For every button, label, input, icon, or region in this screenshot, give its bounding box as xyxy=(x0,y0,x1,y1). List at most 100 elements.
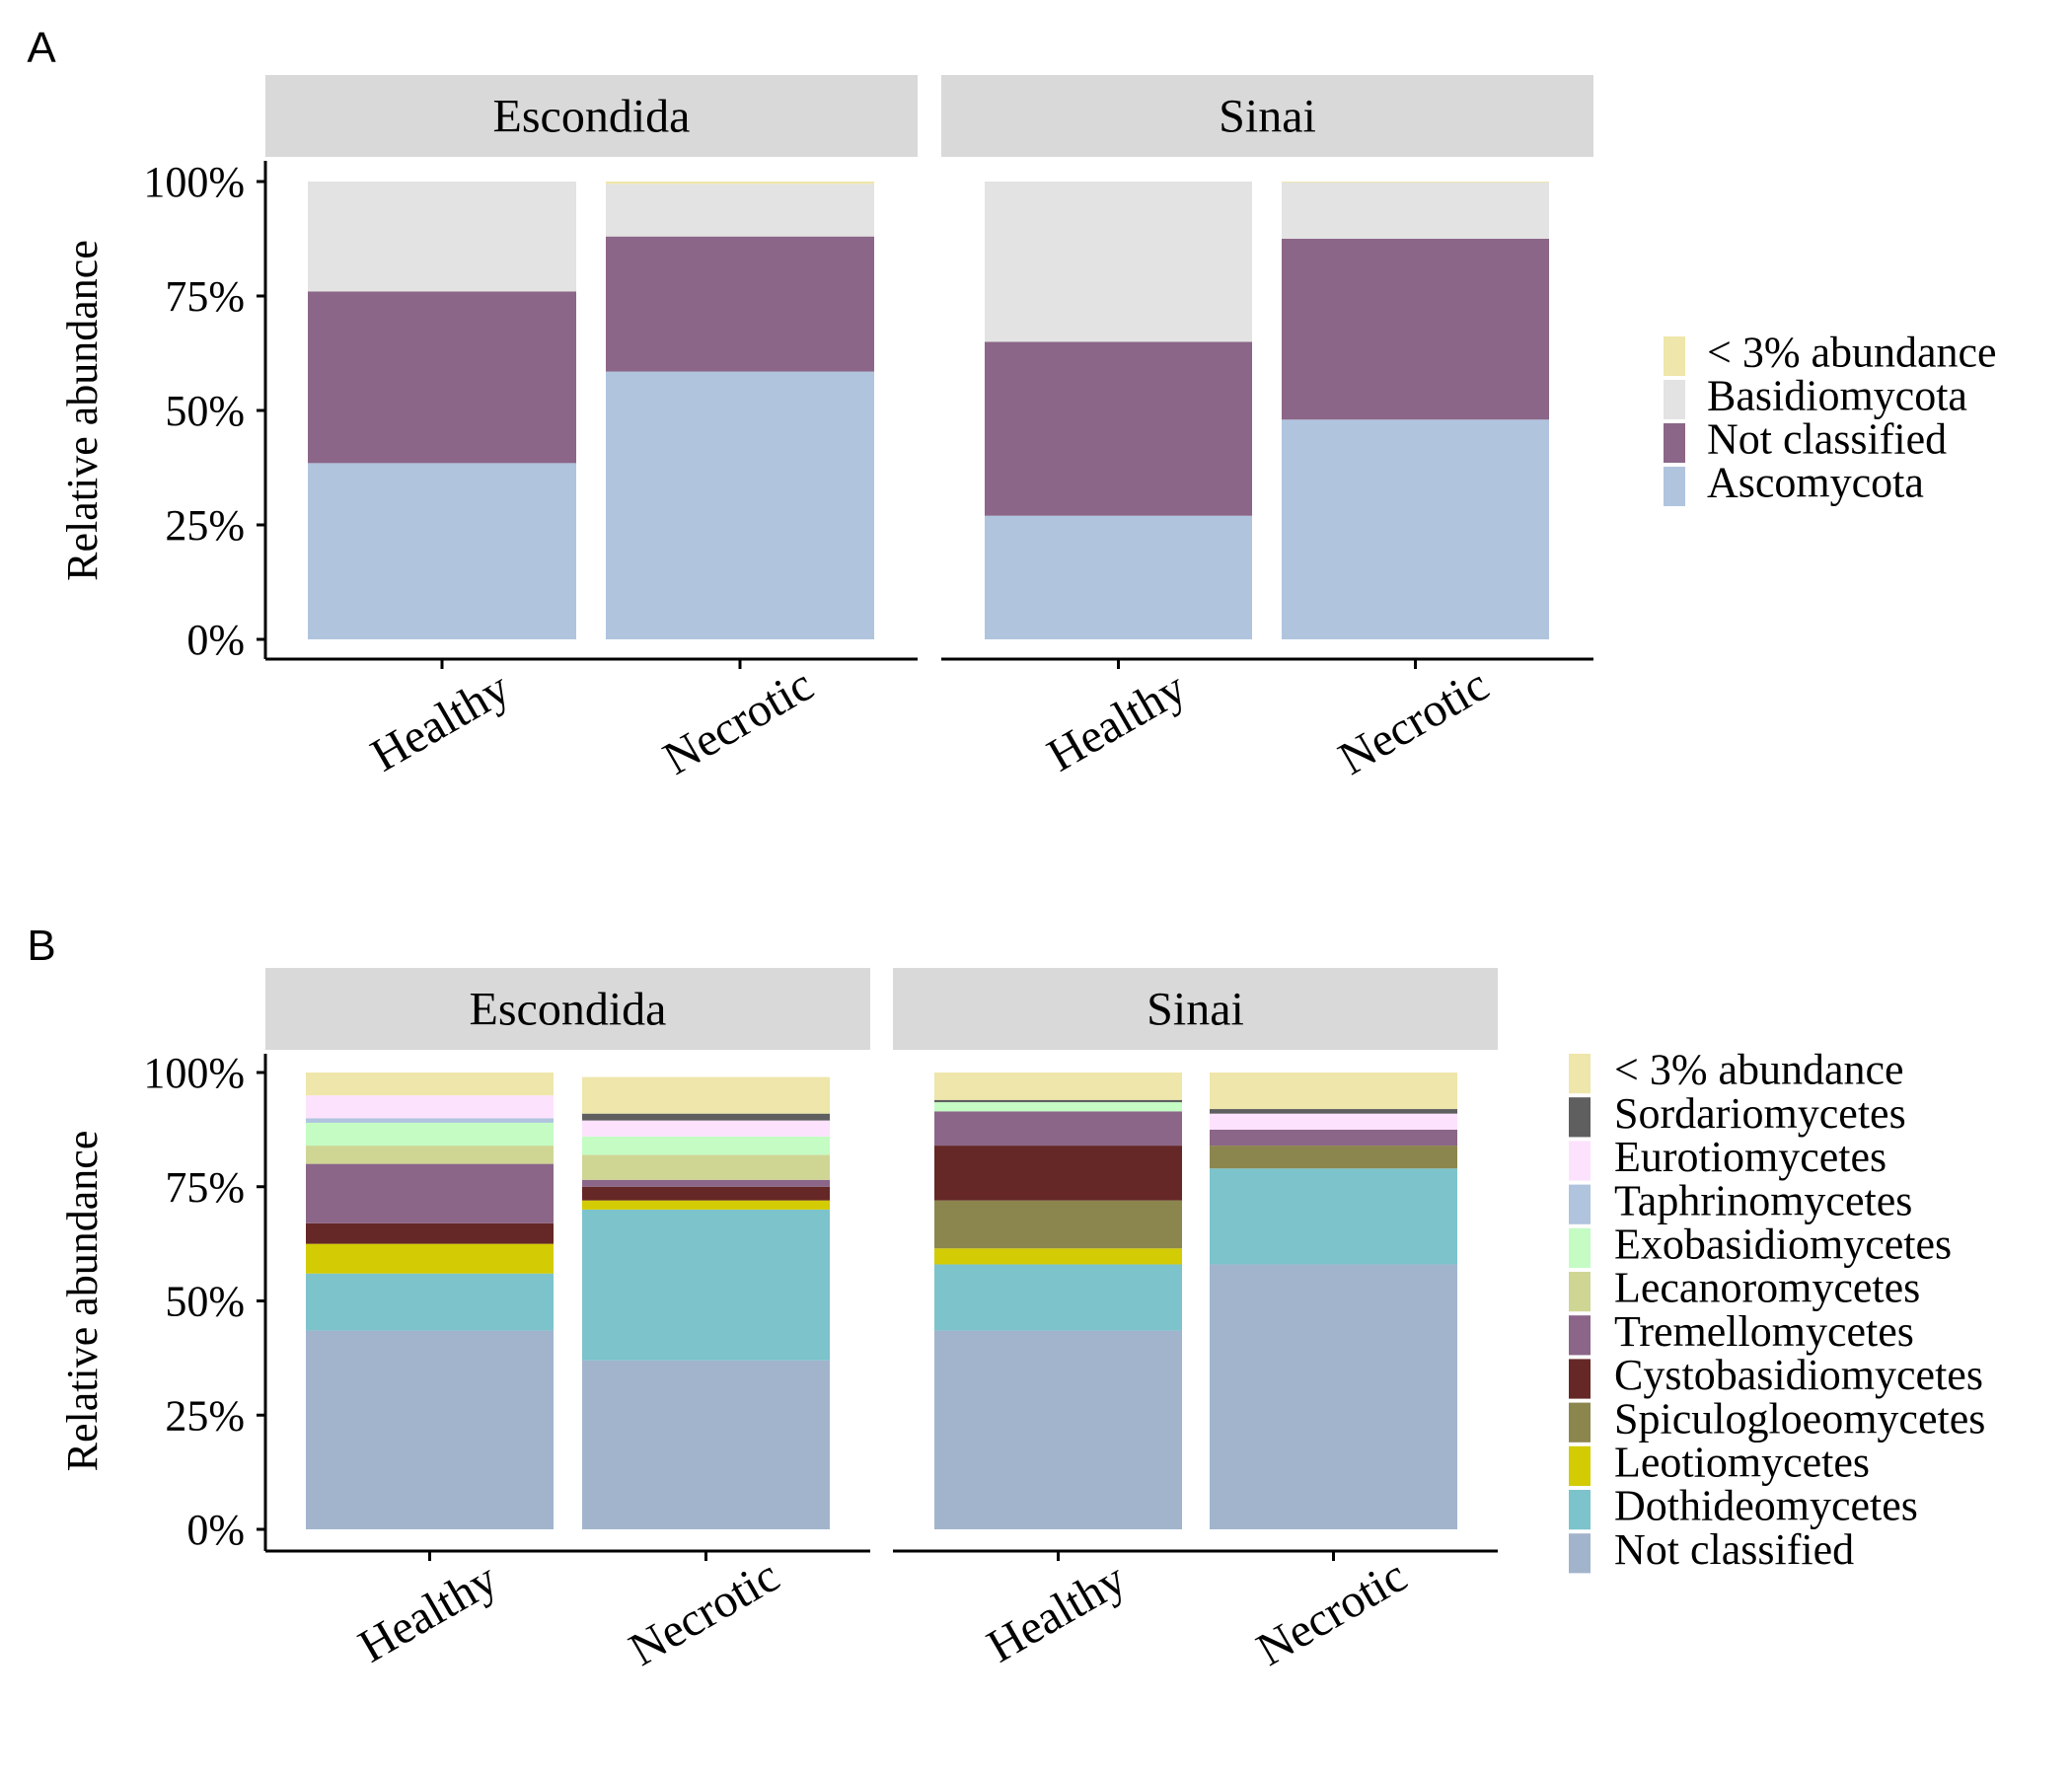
x-tick-label: Necrotic xyxy=(1248,1549,1416,1676)
bar-segment-taphrinomycetes xyxy=(306,1118,554,1123)
legend-item-cystobasidiomycetes: Cystobasidiomycetes xyxy=(1569,1351,1983,1399)
legend-item-tremellomycetes: Tremellomycetes xyxy=(1569,1307,1914,1356)
bar-segment-dothideomycetes xyxy=(582,1209,830,1361)
legend-label: Taphrinomycetes xyxy=(1614,1176,1912,1224)
bar-segment-eurotiomycetes xyxy=(1210,1113,1457,1130)
legend-swatch xyxy=(1569,1533,1591,1574)
legend-item-eurotiomycetes: Eurotiomycetes xyxy=(1569,1133,1887,1181)
bar-segment-dothideomycetes xyxy=(934,1264,1182,1331)
facet-escondida: Escondida Healthy Necrotic xyxy=(265,968,870,1676)
facet-sinai: Sinai Healthy Necrotic xyxy=(893,968,1498,1676)
x-tick-label: Necrotic xyxy=(1330,658,1498,785)
legend-label: Exobasidiomycetes xyxy=(1614,1221,1952,1269)
y-tick-label: 25% xyxy=(165,1391,245,1440)
facet-title: Escondida xyxy=(493,91,691,143)
legend-swatch xyxy=(1664,380,1685,419)
bar-segment-spiculogloeomycetes xyxy=(1210,1146,1457,1169)
legend-label: Leotiomycetes xyxy=(1614,1439,1870,1487)
legend-item-3-abundance: < 3% abundance xyxy=(1664,329,1997,377)
bar-segment-cystobasidiomycetes xyxy=(306,1222,554,1244)
bar-segment-not-classified xyxy=(934,1330,1182,1529)
bar-segment-sordariomycetes xyxy=(1210,1109,1457,1114)
legend-label: Lecanoromycetes xyxy=(1614,1264,1920,1312)
legend-item-not-classified: Not classified xyxy=(1569,1525,1854,1574)
legend-label: Eurotiomycetes xyxy=(1614,1133,1887,1181)
y-tick-label: 100% xyxy=(143,1049,245,1097)
legend-label: Cystobasidiomycetes xyxy=(1614,1351,1983,1399)
legend-item-basidiomycota: Basidiomycota xyxy=(1664,372,1967,420)
bar-segment-not-classified xyxy=(606,236,874,372)
y-axis-title: Relative abundance xyxy=(58,240,107,581)
bar-segment-leotiomycetes xyxy=(306,1243,554,1274)
legend-label: Spiculogloeomycetes xyxy=(1614,1394,1985,1443)
bar-segment-not-classified xyxy=(1282,239,1549,420)
bar-segment-not-classified xyxy=(582,1360,830,1529)
bar-segment-exobasidiomycetes xyxy=(582,1136,830,1155)
bar-segment-leotiomycetes xyxy=(934,1248,1182,1265)
legend-swatch xyxy=(1569,1490,1591,1530)
legend-swatch xyxy=(1569,1227,1591,1268)
bar-segment-basidiomycota xyxy=(985,182,1252,342)
bar-segment-lecanoromycetes xyxy=(306,1146,554,1164)
x-tick-label: Healthy xyxy=(1039,662,1195,782)
bar-segment-exobasidiomycetes xyxy=(306,1122,554,1147)
legend: < 3% abundanceSordariomycetesEurotiomyce… xyxy=(1569,1046,1985,1574)
panel-label: A xyxy=(27,24,56,72)
legend-label: Dothideomycetes xyxy=(1614,1482,1918,1530)
x-tick-label: Healthy xyxy=(979,1553,1135,1673)
bar-segment-tremellomycetes xyxy=(582,1179,830,1187)
bar-segment-ascomycota xyxy=(606,371,874,639)
bar-segment-ascomycota xyxy=(308,463,576,639)
bar-segment-sordariomycetes xyxy=(582,1113,830,1121)
bar-segment-not-classified xyxy=(308,291,576,464)
panel-label: B xyxy=(27,922,55,970)
bar-segment-3-abundance xyxy=(306,1073,554,1096)
legend-label: Basidiomycota xyxy=(1707,372,1967,420)
bar-segment-3-abundance xyxy=(606,182,874,185)
legend-item-leotiomycetes: Leotiomycetes xyxy=(1569,1439,1870,1487)
facet-title: Escondida xyxy=(470,984,667,1036)
bar-segment-tremellomycetes xyxy=(1210,1129,1457,1147)
legend-label: Ascomycota xyxy=(1707,459,1924,507)
legend-swatch xyxy=(1569,1402,1591,1443)
legend-label: Not classified xyxy=(1707,415,1947,464)
bar-segment-dothideomycetes xyxy=(306,1273,554,1331)
legend-swatch xyxy=(1569,1272,1591,1312)
facet-title: Sinai xyxy=(1219,91,1316,143)
bar-segment-3-abundance xyxy=(934,1073,1182,1100)
legend-swatch xyxy=(1664,423,1685,463)
legend-item-not-classified: Not classified xyxy=(1664,415,1947,464)
bar-segment-eurotiomycetes xyxy=(582,1120,830,1137)
facet-title: Sinai xyxy=(1147,984,1244,1036)
legend-label: < 3% abundance xyxy=(1614,1046,1904,1094)
legend-item-exobasidiomycetes: Exobasidiomycetes xyxy=(1569,1221,1952,1269)
facet-strip xyxy=(893,968,1498,1050)
legend-item-taphrinomycetes: Taphrinomycetes xyxy=(1569,1176,1912,1224)
bar-segment-basidiomycota xyxy=(308,182,576,292)
x-tick-label: Healthy xyxy=(350,1553,506,1673)
panel-b: B Relative abundance 0% 25% 50% 75% 100% Escond… xyxy=(27,922,1985,1676)
legend-swatch xyxy=(1569,1097,1591,1138)
y-tick-label: 0% xyxy=(186,1506,245,1554)
legend-item-sordariomycetes: Sordariomycetes xyxy=(1569,1089,1906,1138)
legend-label: Tremellomycetes xyxy=(1614,1307,1914,1356)
x-tick-label: Healthy xyxy=(362,662,518,782)
bar-segment-dothideomycetes xyxy=(1210,1168,1457,1265)
legend-item-3-abundance: < 3% abundance xyxy=(1569,1046,1904,1094)
legend-item-dothideomycetes: Dothideomycetes xyxy=(1569,1482,1918,1530)
legend-item-lecanoromycetes: Lecanoromycetes xyxy=(1569,1264,1920,1312)
bar-segment-lecanoromycetes xyxy=(582,1154,830,1180)
x-tick-label: Necrotic xyxy=(621,1549,788,1676)
legend-swatch xyxy=(1569,1445,1591,1486)
bar-segment-cystobasidiomycetes xyxy=(582,1186,830,1201)
bar-segment-tremellomycetes xyxy=(306,1163,554,1223)
x-tick-label: Necrotic xyxy=(654,658,822,785)
y-tick-label: 75% xyxy=(165,272,245,321)
legend-swatch xyxy=(1569,1054,1591,1094)
y-tick-label: 75% xyxy=(165,1163,245,1212)
legend-swatch xyxy=(1664,467,1685,506)
bar-segment-cystobasidiomycetes xyxy=(934,1146,1182,1201)
legend-item-spiculogloeomycetes: Spiculogloeomycetes xyxy=(1569,1394,1985,1443)
y-axis-title: Relative abundance xyxy=(58,1131,107,1472)
panel-a: A Relative abundance 0% 25% 50% 75% 100% Escond… xyxy=(27,24,1996,785)
